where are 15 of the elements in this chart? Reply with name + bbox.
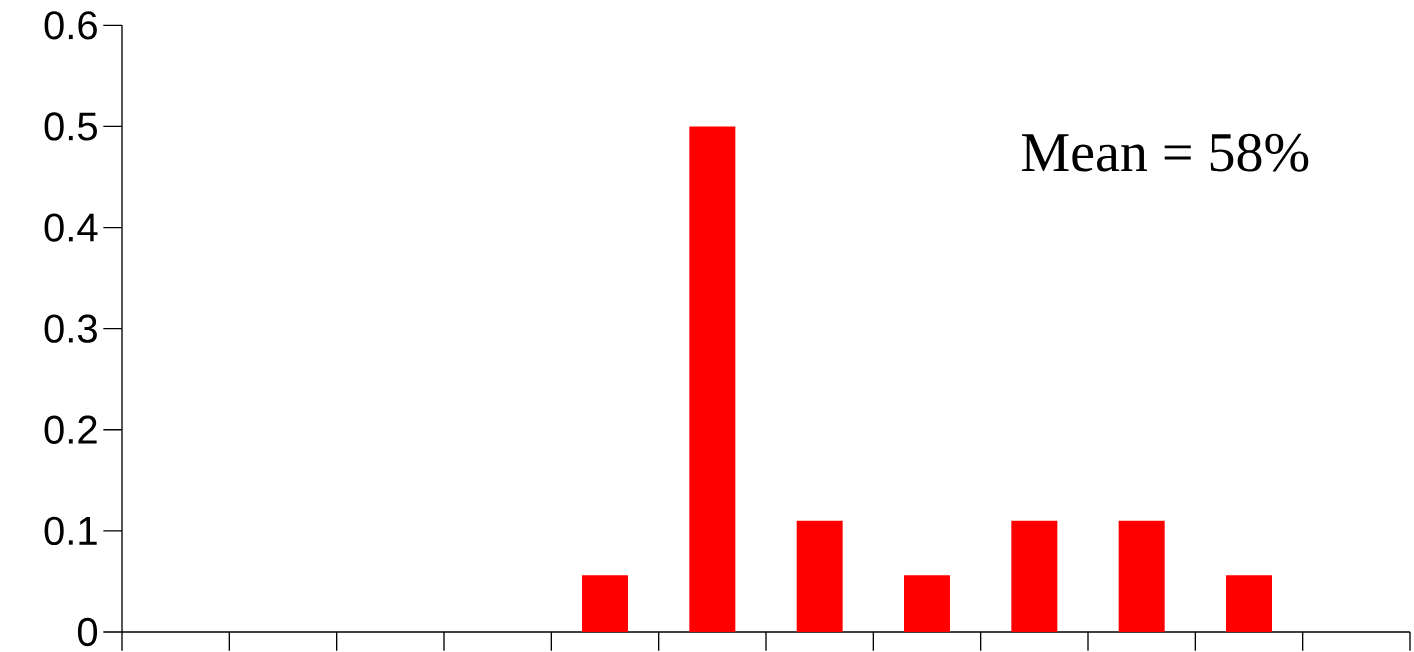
y-tick-label: 0.2 bbox=[44, 415, 97, 444]
y-tick-label: 0.1 bbox=[44, 516, 97, 546]
y-tick-label: 0 bbox=[77, 617, 98, 647]
y-tick-label: 0.3 bbox=[44, 314, 97, 343]
bar bbox=[582, 575, 629, 632]
y-tick-label: 0.5 bbox=[44, 112, 97, 141]
bar bbox=[689, 126, 736, 632]
y-tick-label: 0.6 bbox=[44, 11, 97, 40]
y-tick-label: 0.4 bbox=[44, 213, 98, 242]
annotation: Mean = 58% bbox=[1022, 133, 1309, 172]
bar bbox=[904, 575, 950, 632]
bar bbox=[1011, 520, 1058, 632]
bar bbox=[1226, 575, 1272, 632]
bar bbox=[1118, 520, 1165, 632]
bar bbox=[796, 520, 843, 632]
